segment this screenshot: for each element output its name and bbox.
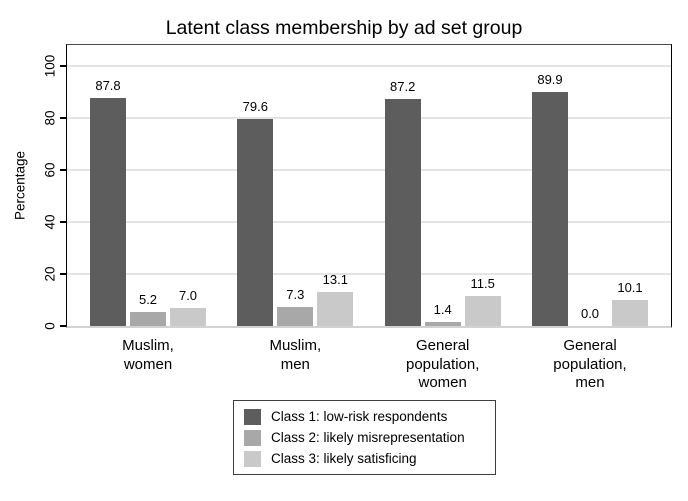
gridline-80 [67, 117, 671, 119]
bar-series3-group3 [464, 296, 501, 326]
y-axis-title: Percentage [12, 150, 28, 221]
gridline-40 [67, 221, 671, 223]
y-tick-100 [60, 65, 66, 67]
legend-swatch-class1 [244, 408, 261, 425]
value-label-series2-group4: 0.0 [580, 306, 600, 321]
y-tick-40 [60, 221, 66, 223]
x-category-label-4: General population, men [553, 337, 627, 391]
bar-series1-group1 [90, 97, 126, 326]
y-tick-80 [60, 117, 66, 119]
legend-row-3: Class 3: likely satisficing [244, 448, 495, 469]
legend-swatch-class2 [244, 429, 261, 446]
value-label-series3-group4: 10.1 [617, 279, 643, 295]
legend-label-class1: Class 1: low-risk respondents [271, 409, 448, 424]
value-label-series1-group1: 87.8 [95, 77, 121, 93]
y-tick-label-0: 0 [42, 322, 58, 330]
value-label-series3-group1: 7.0 [178, 287, 198, 303]
legend: Class 1: low-risk respondents Class 2: li… [233, 400, 496, 475]
x-category-label-1: Muslim, women [122, 337, 174, 373]
legend-label-class3: Class 3: likely satisficing [271, 451, 417, 466]
bar-series2-group1 [130, 312, 166, 326]
y-tick-label-80: 80 [42, 110, 58, 126]
bar-series3-group2 [317, 291, 354, 326]
legend-row-2: Class 2: likely misrepresentation [244, 427, 495, 448]
y-tick-label-20: 20 [42, 266, 58, 282]
legend-label-class2: Class 2: likely misrepresentation [271, 430, 465, 445]
x-category-label-2: Muslim, men [269, 337, 322, 373]
bar-series3-group1 [170, 307, 206, 326]
bar-series3-group4 [612, 299, 648, 326]
bar-series1-group4 [532, 92, 568, 326]
x-category-label-3: General population, women [405, 337, 480, 391]
bar-series2-group3 [424, 322, 461, 326]
bar-series1-group3 [384, 99, 421, 326]
bar-series2-group2 [277, 307, 314, 326]
y-tick-label-60: 60 [42, 162, 58, 178]
legend-swatch-class3 [244, 450, 261, 467]
value-label-series1-group3: 87.2 [390, 79, 416, 95]
value-label-series3-group2: 13.1 [322, 271, 348, 287]
chart-title: Latent class membership by ad set group [165, 17, 523, 39]
value-label-series2-group3: 1.4 [433, 302, 452, 318]
gridline-60 [67, 169, 671, 171]
plot-area: 87.8 79.6 87.2 89.9 5.2 7.3 1.4 0.0 7.0 13.1 11.5 1… [66, 44, 672, 328]
y-tick-label-100: 100 [42, 54, 58, 78]
value-label-series1-group4: 89.9 [537, 72, 563, 88]
value-label-series2-group1: 5.2 [138, 292, 158, 308]
value-label-series2-group2: 7.3 [286, 287, 305, 303]
value-label-series3-group3: 11.5 [470, 276, 495, 292]
legend-row-1: Class 1: low-risk respondents [244, 406, 495, 427]
gridline-100 [67, 65, 671, 67]
y-tick-label-40: 40 [42, 214, 58, 230]
y-tick-60 [60, 169, 66, 171]
value-label-series1-group2: 79.6 [242, 98, 268, 114]
gridline-20 [67, 273, 671, 275]
y-tick-20 [60, 273, 66, 275]
bar-series1-group2 [237, 118, 274, 326]
y-tick-0 [60, 325, 66, 327]
